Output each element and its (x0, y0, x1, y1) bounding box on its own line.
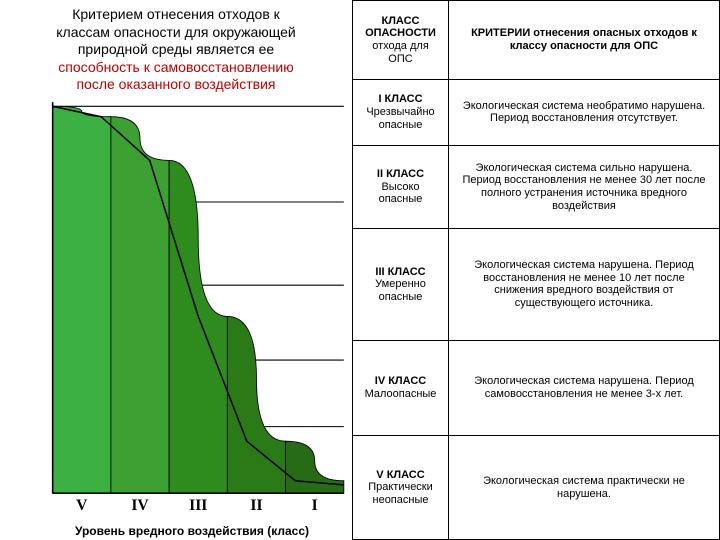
table-row: III КЛАССУмеренноопасные Экологическая с… (353, 229, 720, 341)
chart-zone: состояние ОПС VIVIIIIII Уровень вредного… (0, 98, 352, 540)
table-row: II КЛАССВысокоопасные Экологическая сист… (353, 146, 720, 229)
x-axis-label: Уровень вредного воздействия (класс) (40, 524, 344, 538)
table-header-row: КЛАССОПАСНОСТИ отхода дляОПС КРИТЕРИИ от… (353, 1, 720, 80)
class-cell: V КЛАССПрактическинеопасные (353, 436, 449, 540)
table-row: I КЛАССЧрезвычайноопасные Экологическая … (353, 79, 720, 145)
header-class: КЛАССОПАСНОСТИ отхода дляОПС (353, 1, 449, 80)
criteria-cell: Экологическая система сильно нарушена.Пе… (449, 146, 720, 229)
class-cell: II КЛАССВысокоопасные (353, 146, 449, 229)
table-row: IV КЛАССМалоопасные Экологическая систем… (353, 340, 720, 435)
svg-text:III: III (189, 496, 207, 513)
class-cell: IV КЛАССМалоопасные (353, 340, 449, 435)
header-criteria: КРИТЕРИИ отнесения опасных отходов кклас… (449, 1, 720, 80)
title-line: природной среды является ее (78, 41, 274, 57)
title-line: Критерием отнесения отходов к (72, 6, 280, 22)
class-cell: I КЛАССЧрезвычайноопасные (353, 79, 449, 145)
title-line-red: после оказанного воздействия (76, 76, 275, 92)
svg-text:IV: IV (131, 496, 149, 513)
left-panel: Критерием отнесения отходов к классам оп… (0, 0, 352, 540)
table-row: V КЛАССПрактическинеопасные Экологическа… (353, 436, 720, 540)
area-chart: VIVIIIIII (36, 98, 348, 514)
criteria-cell: Экологическая система нарушена. Периодса… (449, 340, 720, 435)
svg-text:II: II (250, 496, 262, 513)
title-line-red: способность к самовосстановлению (58, 59, 293, 75)
criteria-cell: Экологическая система необратимо нарушен… (449, 79, 720, 145)
class-cell: III КЛАССУмеренноопасные (353, 229, 449, 341)
svg-text:V: V (76, 496, 88, 513)
svg-text:I: I (312, 496, 318, 513)
criteria-cell: Экологическая система практически ненару… (449, 436, 720, 540)
title-line: классам опасности для окружающей (56, 24, 295, 40)
hazard-class-table: КЛАССОПАСНОСТИ отхода дляОПС КРИТЕРИИ от… (352, 0, 720, 540)
criteria-cell: Экологическая система нарушена. Периодво… (449, 229, 720, 341)
title-block: Критерием отнесения отходов к классам оп… (0, 0, 352, 94)
